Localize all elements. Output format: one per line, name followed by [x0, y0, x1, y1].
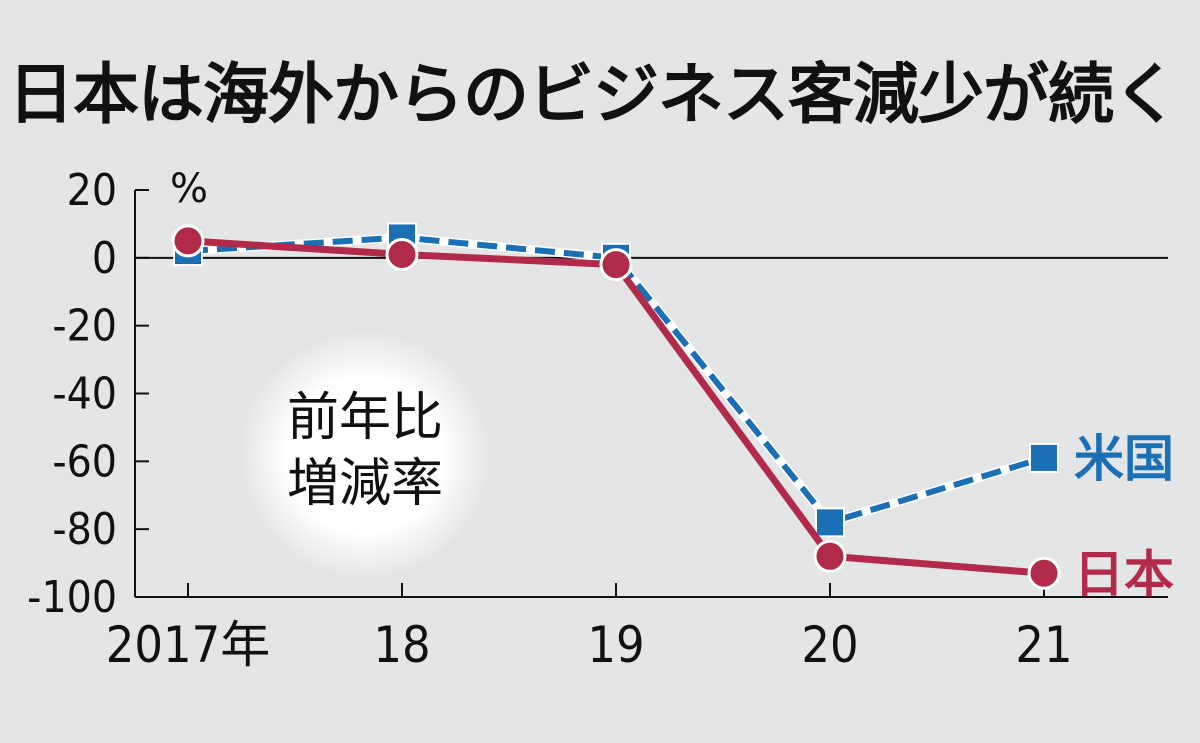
- y-tick-label: -20: [52, 301, 117, 352]
- chart-title: 日本は海外からのビジネス客減少が続く: [8, 56, 1179, 133]
- data-point: [599, 248, 633, 282]
- data-point: [385, 237, 419, 271]
- series-line: [187, 234, 1045, 526]
- note-text: 前年比: [287, 388, 443, 448]
- x-tick-label: 20: [801, 616, 858, 674]
- x-tick-label: 2017年: [106, 616, 270, 674]
- y-tick-label: 20: [67, 165, 117, 216]
- series-label: 日本: [1074, 545, 1174, 603]
- data-point: [813, 539, 847, 573]
- data-point: [171, 224, 205, 258]
- series-label: 米国: [1074, 430, 1174, 488]
- data-point: [815, 507, 845, 538]
- y-tick-label: -80: [52, 504, 117, 555]
- data-point: [1029, 442, 1059, 473]
- y-tick-label: -100: [27, 572, 117, 623]
- y-tick-label: -40: [52, 369, 117, 420]
- x-tick-label: 21: [1015, 616, 1072, 674]
- data-point: [1027, 556, 1061, 590]
- y-tick-label: 0: [92, 233, 117, 284]
- x-tick-label: 18: [373, 616, 430, 674]
- x-tick-label: 19: [587, 616, 644, 674]
- y-unit-label: %: [170, 166, 208, 212]
- note-glow: [240, 330, 490, 580]
- y-tick-label: -60: [52, 436, 117, 487]
- note-text: 増減率: [287, 454, 443, 514]
